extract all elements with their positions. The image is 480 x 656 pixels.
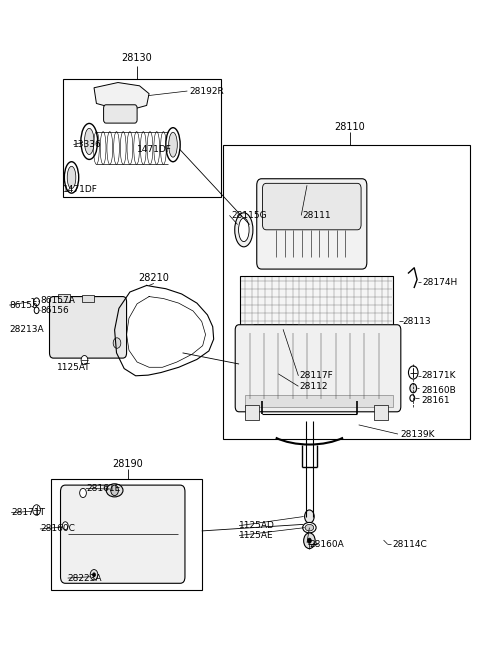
- Text: 1125AE: 1125AE: [239, 531, 274, 540]
- Text: 28112: 28112: [300, 382, 328, 391]
- Circle shape: [90, 569, 98, 580]
- Ellipse shape: [81, 123, 97, 159]
- Text: 28171T: 28171T: [11, 508, 45, 517]
- Bar: [245, 405, 259, 420]
- Text: 28117F: 28117F: [300, 371, 334, 380]
- Text: 86157A: 86157A: [40, 296, 75, 305]
- Circle shape: [408, 366, 418, 379]
- Text: 28130: 28130: [122, 53, 153, 63]
- Circle shape: [113, 338, 121, 348]
- Circle shape: [308, 538, 312, 543]
- Circle shape: [304, 533, 315, 548]
- Text: 28160A: 28160A: [310, 539, 344, 548]
- Text: 28171K: 28171K: [421, 371, 456, 380]
- FancyBboxPatch shape: [235, 325, 401, 412]
- Ellipse shape: [168, 133, 177, 157]
- Text: 28190: 28190: [112, 459, 143, 469]
- Circle shape: [93, 573, 96, 577]
- Text: 1471DF: 1471DF: [63, 185, 98, 194]
- FancyBboxPatch shape: [104, 105, 137, 123]
- Text: 1125AD: 1125AD: [239, 522, 275, 530]
- Polygon shape: [94, 83, 149, 109]
- Circle shape: [111, 485, 119, 495]
- Text: 28115G: 28115G: [231, 211, 267, 220]
- Text: 1471DF: 1471DF: [137, 145, 172, 154]
- Ellipse shape: [166, 128, 180, 162]
- Circle shape: [34, 298, 39, 306]
- Text: 28213A: 28213A: [9, 325, 44, 334]
- Text: 28210: 28210: [138, 274, 169, 283]
- Circle shape: [34, 307, 39, 314]
- Ellipse shape: [106, 483, 123, 497]
- Bar: [374, 405, 388, 420]
- Text: 86155: 86155: [9, 300, 38, 310]
- Bar: [82, 295, 94, 302]
- Ellipse shape: [67, 167, 76, 188]
- Circle shape: [410, 395, 415, 401]
- Ellipse shape: [84, 129, 94, 155]
- Text: 28223A: 28223A: [68, 573, 102, 583]
- Text: 1125AT: 1125AT: [57, 363, 90, 372]
- FancyBboxPatch shape: [49, 297, 127, 358]
- Text: 13336: 13336: [73, 140, 102, 149]
- Ellipse shape: [64, 162, 79, 193]
- Circle shape: [81, 356, 88, 365]
- Circle shape: [62, 522, 68, 529]
- Circle shape: [305, 510, 314, 523]
- Bar: [245, 395, 393, 407]
- Text: 28113: 28113: [403, 317, 432, 326]
- Text: 28192R: 28192R: [190, 87, 225, 96]
- Text: 28161: 28161: [421, 396, 450, 405]
- Circle shape: [33, 504, 40, 515]
- Bar: [240, 276, 393, 326]
- Text: 28174H: 28174H: [422, 277, 457, 287]
- Text: 28110: 28110: [335, 121, 365, 132]
- Bar: [223, 145, 470, 440]
- Text: 86156: 86156: [40, 306, 69, 315]
- FancyBboxPatch shape: [263, 183, 361, 230]
- Text: 28161E: 28161E: [86, 484, 120, 493]
- Text: 28160C: 28160C: [40, 524, 75, 533]
- Ellipse shape: [305, 524, 314, 531]
- Bar: [58, 294, 70, 302]
- Circle shape: [410, 384, 417, 393]
- Text: 28114C: 28114C: [392, 539, 427, 548]
- FancyBboxPatch shape: [60, 485, 185, 583]
- Text: 28111: 28111: [302, 211, 331, 220]
- Circle shape: [80, 488, 86, 497]
- Text: 28160B: 28160B: [421, 386, 456, 396]
- Bar: [254, 324, 298, 332]
- Bar: [63, 79, 221, 197]
- Text: 28139K: 28139K: [400, 430, 435, 439]
- Ellipse shape: [239, 218, 249, 241]
- FancyBboxPatch shape: [257, 178, 367, 269]
- Ellipse shape: [235, 213, 253, 247]
- Ellipse shape: [303, 522, 316, 533]
- Bar: [51, 479, 202, 590]
